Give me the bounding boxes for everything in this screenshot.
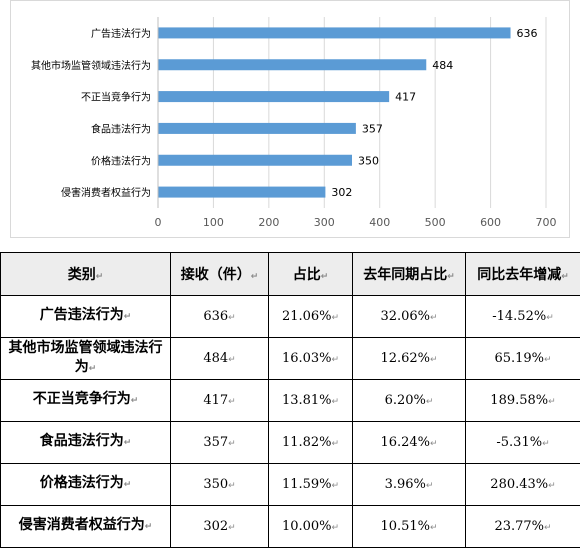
cell-received: 636↵ (170, 295, 269, 338)
cell-last-year-share: 32.06%↵ (352, 295, 466, 338)
category-label: 价格违法行为 (91, 154, 151, 167)
cell-last-year-share: 16.24%↵ (352, 421, 466, 464)
data-label: 357 (362, 122, 383, 135)
cell-yoy-change: -14.52%↵ (465, 295, 580, 338)
x-tick-label: 200 (258, 216, 279, 229)
cell-last-year-share: 3.96%↵ (352, 463, 466, 506)
x-tick-label: 600 (480, 216, 501, 229)
x-tick-label: 100 (203, 216, 224, 229)
data-label: 484 (432, 59, 453, 72)
cell-category: 价格违法行为↵ (0, 463, 171, 506)
bar (158, 27, 511, 39)
header-share: 占比↵ (268, 252, 353, 296)
bar (158, 122, 356, 134)
cell-received: 357↵ (170, 421, 269, 464)
cell-share: 21.06%↵ (268, 295, 353, 338)
header-category: 类别↵ (0, 252, 171, 296)
cell-received: 417↵ (170, 379, 269, 422)
table-row: 广告违法行为↵ 636↵ 21.06%↵ 32.06%↵ -14.52%↵ (0, 295, 580, 338)
data-table: 类别↵ 接收（件）↵ 占比↵ 去年同期占比↵ 同比去年增减↵ 广告违法行为↵ 6… (0, 252, 580, 548)
table-row: 不正当竞争行为↵ 417↵ 13.81%↵ 6.20%↵ 189.58%↵ (0, 379, 580, 422)
cell-received: 484↵ (170, 337, 269, 380)
x-tick-label: 400 (369, 216, 390, 229)
bar (158, 91, 390, 103)
cell-category: 其他市场监管领域违法行为↵ (0, 337, 171, 380)
data-label: 417 (395, 91, 416, 104)
cell-received: 350↵ (170, 463, 269, 506)
bar (158, 154, 352, 166)
bar-chart: 0 100 200 300 400 500 600 700 广告违法行为 636 其他市场监管领域违… (10, 0, 570, 238)
table-row: 价格违法行为↵ 350↵ 11.59%↵ 3.96%↵ 280.43%↵ (0, 463, 580, 506)
cell-category: 侵害消费者权益行为↵ (0, 505, 171, 548)
table-row: 其他市场监管领域违法行为↵ 484↵ 16.03%↵ 12.62%↵ 65.19… (0, 337, 580, 380)
cell-last-year-share: 12.62%↵ (352, 337, 466, 380)
cell-received: 302↵ (170, 505, 269, 548)
table-header-row: 类别↵ 接收（件）↵ 占比↵ 去年同期占比↵ 同比去年增减↵ (0, 252, 580, 296)
cell-share: 16.03%↵ (268, 337, 353, 380)
category-label: 侵害消费者权益行为 (61, 186, 151, 199)
x-tick-label: 700 (536, 216, 557, 229)
cell-yoy-change: -5.31%↵ (465, 421, 580, 464)
cell-yoy-change: 23.77%↵ (465, 505, 580, 548)
data-label: 350 (358, 154, 379, 167)
header-last-year-share: 去年同期占比↵ (352, 252, 466, 296)
cell-share: 11.82%↵ (268, 421, 353, 464)
cell-last-year-share: 6.20%↵ (352, 379, 466, 422)
x-tick-label: 0 (155, 216, 162, 229)
cell-share: 11.59%↵ (268, 463, 353, 506)
cell-share: 13.81%↵ (268, 379, 353, 422)
cell-category: 不正当竞争行为↵ (0, 379, 171, 422)
data-label: 302 (331, 186, 352, 199)
category-label: 不正当竞争行为 (81, 91, 151, 104)
data-label: 636 (517, 27, 538, 40)
header-yoy-change: 同比去年增减↵ (465, 252, 580, 296)
cell-share: 10.00%↵ (268, 505, 353, 548)
table-row: 侵害消费者权益行为↵ 302↵ 10.00%↵ 10.51%↵ 23.77%↵ (0, 505, 580, 548)
table-row: 食品违法行为↵ 357↵ 11.82%↵ 16.24%↵ -5.31%↵ (0, 421, 580, 464)
bar (158, 59, 427, 71)
bar-chart-svg: 0 100 200 300 400 500 600 700 广告违法行为 636 其他市场监管领域违… (31, 17, 557, 229)
header-received: 接收（件）↵ (170, 252, 269, 296)
cell-yoy-change: 280.43%↵ (465, 463, 580, 506)
cell-last-year-share: 10.51%↵ (352, 505, 466, 548)
bar (158, 186, 326, 198)
cell-yoy-change: 189.58%↵ (465, 379, 580, 422)
cell-category: 食品违法行为↵ (0, 421, 171, 464)
category-label: 其他市场监管领域违法行为 (31, 59, 151, 72)
category-label: 广告违法行为 (91, 27, 151, 40)
x-tick-label: 300 (314, 216, 335, 229)
x-tick-label: 500 (425, 216, 446, 229)
cell-category: 广告违法行为↵ (0, 295, 171, 338)
category-label: 食品违法行为 (91, 122, 151, 135)
cell-yoy-change: 65.19%↵ (465, 337, 580, 380)
